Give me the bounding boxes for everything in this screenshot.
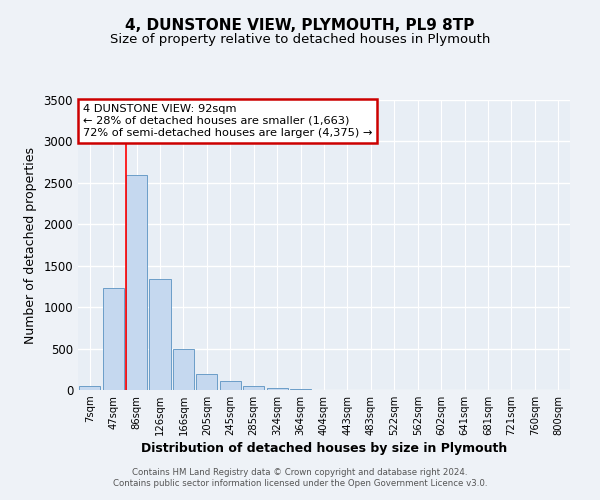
Bar (196, 374, 217, 390)
Bar (243, 386, 264, 390)
Text: 4, DUNSTONE VIEW, PLYMOUTH, PL9 8TP: 4, DUNSTONE VIEW, PLYMOUTH, PL9 8TP (125, 18, 475, 32)
Bar (79, 386, 100, 390)
Bar (220, 381, 241, 390)
X-axis label: Distribution of detached houses by size in Plymouth: Distribution of detached houses by size … (141, 442, 507, 455)
Text: Contains HM Land Registry data © Crown copyright and database right 2024.
Contai: Contains HM Land Registry data © Crown c… (113, 468, 487, 487)
Bar (103, 288, 124, 390)
Text: Size of property relative to detached houses in Plymouth: Size of property relative to detached ho… (110, 32, 490, 46)
Bar (290, 389, 311, 390)
Y-axis label: Number of detached properties: Number of detached properties (23, 146, 37, 344)
Bar (266, 388, 287, 390)
Text: 4 DUNSTONE VIEW: 92sqm
← 28% of detached houses are smaller (1,663)
72% of semi-: 4 DUNSTONE VIEW: 92sqm ← 28% of detached… (83, 104, 372, 138)
Bar (126, 176, 147, 390)
Bar (173, 348, 194, 390)
Bar (149, 279, 170, 390)
